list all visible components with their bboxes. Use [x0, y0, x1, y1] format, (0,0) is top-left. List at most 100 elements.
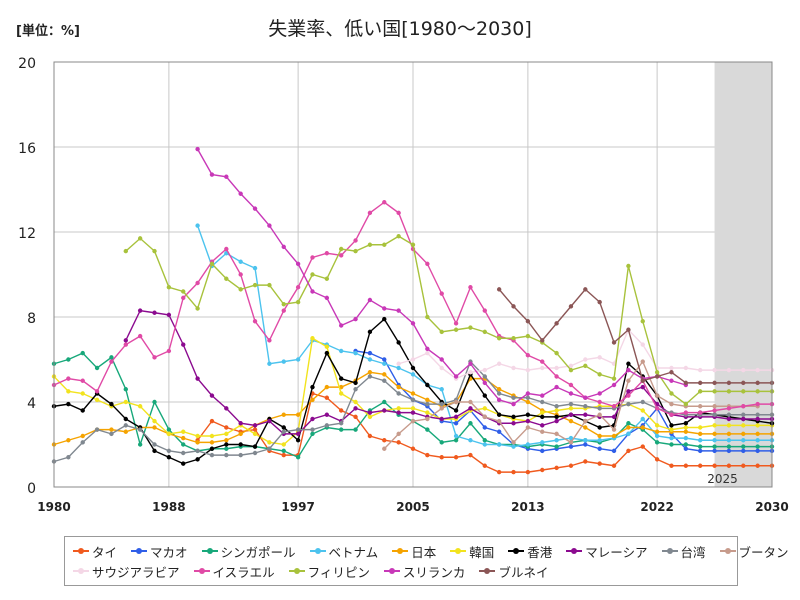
- data-point: [755, 367, 760, 373]
- data-point: [152, 425, 157, 430]
- data-point: [439, 440, 444, 445]
- data-point: [339, 427, 344, 432]
- data-point: [482, 393, 487, 398]
- legend-label: スリランカ: [402, 564, 466, 580]
- data-point: [353, 414, 358, 420]
- legend-marker: [513, 548, 520, 554]
- data-point: [453, 433, 459, 439]
- data-point: [339, 408, 344, 413]
- data-point: [94, 427, 100, 432]
- data-point: [525, 425, 531, 430]
- data-point: [137, 308, 143, 313]
- legend-swatch: [719, 548, 736, 554]
- data-point: [698, 448, 703, 454]
- data-point: [698, 410, 703, 415]
- data-point: [339, 246, 344, 252]
- data-point: [712, 404, 717, 409]
- data-point: [683, 380, 689, 386]
- y-tick-label: 12: [18, 226, 36, 242]
- data-point: [511, 401, 516, 407]
- legend-swatch: [288, 568, 305, 574]
- data-point: [669, 391, 674, 396]
- data-point: [540, 429, 545, 434]
- data-point: [554, 350, 559, 356]
- data-point: [425, 452, 430, 458]
- data-point: [181, 450, 186, 456]
- data-point: [511, 421, 516, 426]
- legend-marker: [78, 568, 84, 574]
- data-point: [640, 444, 645, 449]
- data-point: [468, 361, 473, 366]
- legend-item: ブータン: [719, 542, 789, 561]
- data-point: [238, 452, 243, 458]
- legend-item: ベトナム: [309, 542, 378, 561]
- data-point: [152, 248, 157, 254]
- data-point: [339, 376, 344, 381]
- data-point: [123, 387, 128, 392]
- data-point: [224, 438, 229, 443]
- data-point: [439, 387, 444, 392]
- data-point: [540, 440, 545, 445]
- data-point: [496, 469, 502, 475]
- data-point: [568, 401, 574, 407]
- data-point: [410, 365, 416, 371]
- data-point: [626, 393, 631, 398]
- data-point: [554, 444, 559, 449]
- data-point: [425, 427, 430, 432]
- data-point: [310, 272, 315, 277]
- data-point: [468, 370, 473, 375]
- data-point: [123, 399, 128, 405]
- data-point: [209, 418, 215, 424]
- data-point: [482, 380, 487, 386]
- data-point: [281, 412, 286, 417]
- data-point: [396, 391, 401, 396]
- data-point: [525, 367, 531, 373]
- data-point: [726, 444, 732, 449]
- legend-swatch: [383, 568, 400, 574]
- data-point: [554, 438, 559, 443]
- legend-item: フィリピン: [288, 562, 370, 581]
- data-point: [496, 336, 502, 341]
- data-point: [310, 289, 315, 294]
- legend-marker: [397, 548, 404, 554]
- data-point: [568, 412, 574, 417]
- data-point: [410, 418, 416, 424]
- legend-item: 香港: [508, 542, 552, 561]
- data-point: [597, 406, 602, 411]
- legend-marker: [293, 568, 300, 574]
- data-point: [166, 431, 172, 437]
- data-point: [712, 389, 717, 394]
- data-point: [324, 251, 330, 256]
- data-point: [583, 425, 588, 430]
- data-point: [382, 306, 387, 311]
- data-point: [281, 429, 286, 434]
- legend-label: イスラエル: [212, 564, 275, 580]
- data-point: [683, 365, 689, 371]
- data-point: [654, 423, 660, 428]
- data-point: [382, 446, 387, 451]
- data-point: [540, 393, 545, 398]
- series-layer: [51, 146, 775, 475]
- data-point: [698, 444, 703, 449]
- data-point: [367, 374, 373, 379]
- data-point: [339, 421, 344, 426]
- legend-label: 台湾: [680, 544, 706, 560]
- data-point: [683, 463, 689, 468]
- data-point: [683, 435, 689, 441]
- data-point: [654, 393, 660, 398]
- data-point: [554, 431, 559, 437]
- data-point: [324, 276, 330, 281]
- data-point: [525, 412, 531, 417]
- data-point: [410, 391, 416, 396]
- data-point: [281, 452, 286, 458]
- data-point: [496, 387, 502, 392]
- data-point: [224, 425, 229, 430]
- data-point: [425, 314, 430, 320]
- data-point: [511, 440, 516, 445]
- legend-marker: [314, 548, 321, 554]
- data-point: [669, 365, 674, 371]
- data-point: [496, 397, 502, 403]
- data-point: [597, 372, 602, 377]
- legend-row: サウジアラビア イスラエル フィリピン スリランカ ブルネイ: [73, 561, 729, 581]
- data-point: [453, 399, 459, 405]
